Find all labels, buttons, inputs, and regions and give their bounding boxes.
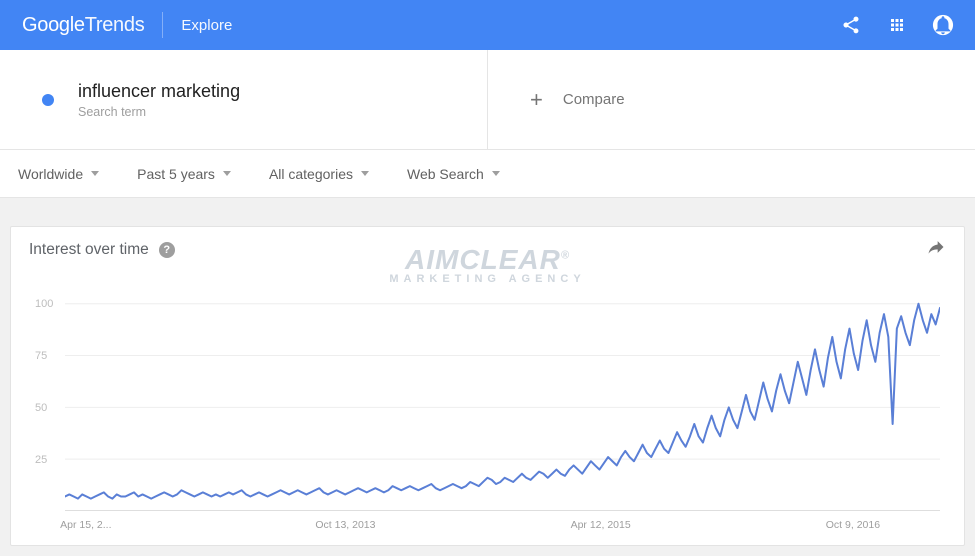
card-header: Interest over time ? [11,227,964,266]
explore-link[interactable]: Explore [181,17,232,34]
plus-icon: + [530,89,543,111]
y-axis-label: 100 [35,298,53,310]
apps-grid-icon[interactable] [885,13,909,37]
filter-category-label: All categories [269,166,353,182]
filter-time[interactable]: Past 5 years [137,166,231,182]
search-term-subtitle: Search term [78,105,240,119]
share-icon[interactable] [839,13,863,37]
filter-time-label: Past 5 years [137,166,215,182]
chevron-down-icon [492,171,500,176]
search-term-cell[interactable]: influencer marketing Search term [0,50,487,149]
y-axis-label: 75 [35,350,47,362]
chevron-down-icon [91,171,99,176]
notifications-icon[interactable] [931,13,955,37]
logo[interactable]: GoogleTrends [22,14,144,37]
search-terms-row: influencer marketing Search term + Compa… [0,50,975,150]
filter-type-label: Web Search [407,166,484,182]
line-chart [65,283,940,511]
app-header: GoogleTrends Explore [0,0,975,50]
chart-area: 25 50 75 100 Apr 15, 2... Oct 13, 2013 Apr 12,… [35,283,940,529]
x-axis-label: Oct 13, 2013 [315,519,375,531]
compare-label: Compare [563,91,625,108]
search-term-text: influencer marketing [78,81,240,102]
filter-type[interactable]: Web Search [407,166,500,182]
export-icon[interactable] [926,237,946,262]
logo-google: Google [22,14,85,36]
series-dot [42,94,54,106]
chevron-down-icon [361,171,369,176]
logo-trends: Trends [85,14,145,36]
x-axis-label: Apr 15, 2... [60,519,111,531]
filters-bar: Worldwide Past 5 years All categories We… [0,150,975,198]
chevron-down-icon [223,171,231,176]
y-axis-label: 25 [35,454,47,466]
filter-region-label: Worldwide [18,166,83,182]
filter-region[interactable]: Worldwide [18,166,99,182]
card-title: Interest over time [29,241,149,259]
filter-category[interactable]: All categories [269,166,369,182]
header-separator [162,12,163,38]
x-axis-label: Apr 12, 2015 [571,519,631,531]
interest-card: Interest over time ? AIMCLEAR® MARKETING… [10,226,965,546]
x-axis-label: Oct 9, 2016 [826,519,880,531]
y-axis-label: 50 [35,402,47,414]
help-icon[interactable]: ? [159,242,175,258]
add-compare-cell[interactable]: + Compare [487,50,975,149]
